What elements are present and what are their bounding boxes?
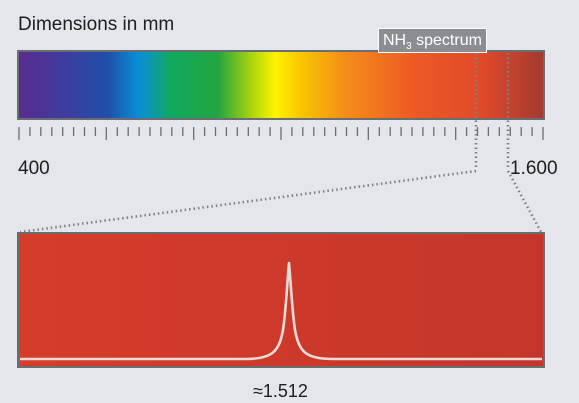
peak-value-label: ≈1.512 [253, 381, 308, 401]
scale-ticks [18, 127, 544, 140]
absorption-peak-curve [20, 261, 542, 361]
scale-min-label: 400 [18, 158, 50, 179]
nh3-label-subscript: 3 [406, 41, 412, 53]
nh3-label-suffix: spectrum [411, 32, 482, 49]
diagram-title: Dimensions in mm [18, 14, 175, 35]
nh3-label-prefix: NH [383, 32, 407, 49]
scale-max-label: 1.600 [510, 158, 558, 179]
nh3-spectrum-label: NH3 spectrum [378, 28, 487, 53]
zoom-connector-lines [19, 53, 543, 234]
zoom-panel [17, 232, 545, 368]
spectrum-bar [17, 50, 545, 120]
